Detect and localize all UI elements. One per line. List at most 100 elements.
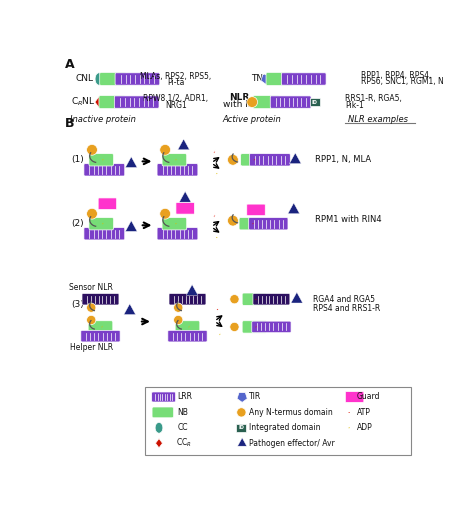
Polygon shape (216, 171, 218, 177)
Circle shape (87, 303, 96, 312)
Text: RPW8.1/2, ADR1,: RPW8.1/2, ADR1, (143, 95, 209, 103)
FancyBboxPatch shape (239, 218, 264, 230)
FancyBboxPatch shape (249, 218, 288, 230)
Polygon shape (219, 331, 221, 337)
FancyBboxPatch shape (152, 407, 173, 418)
Text: Pathogen effector/ Avr: Pathogen effector/ Avr (249, 439, 335, 448)
Text: RPS4 and RRS1-R: RPS4 and RRS1-R (313, 304, 380, 313)
Polygon shape (288, 203, 300, 214)
FancyBboxPatch shape (98, 198, 117, 209)
Polygon shape (95, 97, 103, 108)
Text: CNL: CNL (76, 74, 94, 83)
Circle shape (230, 322, 239, 331)
Polygon shape (348, 424, 350, 431)
FancyBboxPatch shape (89, 218, 114, 230)
Text: NRG1: NRG1 (165, 101, 187, 110)
FancyBboxPatch shape (253, 294, 290, 305)
Circle shape (87, 144, 97, 155)
FancyBboxPatch shape (346, 391, 364, 402)
Circle shape (160, 208, 171, 219)
Polygon shape (178, 139, 190, 150)
Polygon shape (237, 438, 247, 446)
Text: (1): (1) (71, 155, 84, 164)
Polygon shape (261, 74, 271, 84)
Text: RPM1 with RIN4: RPM1 with RIN4 (315, 216, 381, 224)
Polygon shape (186, 284, 198, 295)
Text: Pi-ta: Pi-ta (167, 79, 184, 87)
Text: C$_R$NL: C$_R$NL (71, 96, 96, 109)
Text: ADP: ADP (357, 423, 373, 432)
Text: LRR: LRR (177, 392, 192, 402)
Circle shape (173, 315, 183, 325)
FancyBboxPatch shape (162, 218, 187, 230)
Polygon shape (101, 157, 104, 163)
FancyBboxPatch shape (270, 96, 311, 108)
Polygon shape (252, 221, 254, 227)
FancyBboxPatch shape (253, 96, 279, 109)
Polygon shape (255, 324, 257, 330)
Circle shape (230, 295, 239, 304)
Text: (2): (2) (71, 219, 84, 228)
Text: NLR: NLR (229, 93, 249, 102)
Ellipse shape (155, 422, 163, 433)
Text: ATP: ATP (357, 408, 371, 417)
Polygon shape (216, 235, 218, 241)
Text: NLR examples: NLR examples (348, 115, 409, 124)
Circle shape (160, 144, 171, 155)
Polygon shape (213, 149, 216, 155)
FancyBboxPatch shape (249, 154, 290, 166)
FancyBboxPatch shape (247, 204, 265, 216)
Text: RPP1, RPP4, RPS4,: RPP1, RPP4, RPS4, (361, 71, 431, 80)
Text: A: A (65, 58, 75, 71)
FancyBboxPatch shape (89, 154, 114, 166)
FancyBboxPatch shape (241, 154, 265, 166)
FancyBboxPatch shape (99, 96, 125, 109)
FancyBboxPatch shape (282, 73, 326, 85)
FancyBboxPatch shape (162, 154, 187, 166)
Text: Guard: Guard (357, 392, 380, 402)
Text: Inactive protein: Inactive protein (70, 115, 136, 124)
Circle shape (87, 208, 97, 219)
FancyBboxPatch shape (152, 392, 175, 402)
Text: (3): (3) (71, 300, 84, 309)
FancyBboxPatch shape (169, 294, 206, 305)
FancyBboxPatch shape (100, 72, 126, 85)
Circle shape (228, 215, 238, 226)
Polygon shape (155, 438, 163, 448)
FancyBboxPatch shape (115, 73, 160, 85)
Circle shape (237, 408, 246, 417)
Ellipse shape (95, 73, 103, 85)
Text: Active protein: Active protein (222, 115, 281, 124)
Text: RRS1-R, RGA5,: RRS1-R, RGA5, (346, 95, 402, 103)
Text: TNL: TNL (251, 74, 268, 83)
Bar (145, 387, 411, 455)
FancyBboxPatch shape (266, 72, 292, 85)
Text: Any N-termus domain: Any N-termus domain (249, 408, 333, 417)
FancyBboxPatch shape (168, 330, 207, 342)
Polygon shape (126, 157, 137, 168)
FancyBboxPatch shape (242, 321, 267, 333)
Polygon shape (237, 392, 247, 402)
Polygon shape (216, 307, 219, 313)
FancyBboxPatch shape (88, 321, 113, 333)
FancyBboxPatch shape (81, 330, 120, 342)
Text: Pik-1: Pik-1 (346, 101, 364, 110)
Text: NB: NB (177, 408, 188, 417)
Circle shape (228, 155, 238, 165)
Polygon shape (175, 157, 177, 163)
Text: TIR: TIR (249, 392, 261, 402)
Polygon shape (101, 324, 103, 330)
Text: RGA4 and RGA5: RGA4 and RGA5 (313, 295, 375, 303)
Polygon shape (188, 324, 190, 330)
Text: CC: CC (177, 423, 188, 432)
Text: MLAs, RPS2, RPS5,: MLAs, RPS2, RPS5, (140, 72, 211, 81)
FancyBboxPatch shape (84, 227, 125, 240)
Polygon shape (253, 157, 255, 163)
Polygon shape (175, 221, 177, 227)
FancyBboxPatch shape (176, 203, 194, 214)
Text: RPS6, SNC1, RGM1, N: RPS6, SNC1, RGM1, N (361, 77, 444, 86)
Polygon shape (101, 221, 104, 227)
Text: Integrated domain: Integrated domain (249, 423, 320, 432)
FancyBboxPatch shape (84, 164, 125, 176)
Circle shape (87, 315, 96, 325)
